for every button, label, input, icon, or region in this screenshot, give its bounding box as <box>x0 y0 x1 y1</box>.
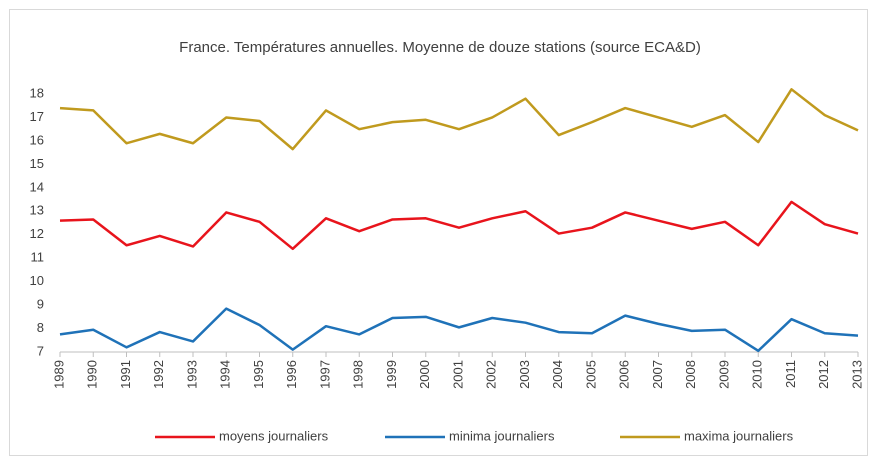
y-tick-label: 8 <box>37 320 44 335</box>
series-line <box>59 200 859 251</box>
y-tick-label: 13 <box>30 203 44 218</box>
y-tick-label: 15 <box>30 156 44 171</box>
x-tick-label: 2002 <box>484 360 499 389</box>
x-tick-label: 1996 <box>284 360 299 389</box>
y-tick-label: 7 <box>37 343 44 358</box>
x-tick-label: 1994 <box>218 360 233 389</box>
x-tick-label: 2004 <box>550 360 565 389</box>
x-tick-label: 2012 <box>816 360 831 389</box>
x-tick-label: 2011 <box>783 360 798 388</box>
x-tick-label: 2006 <box>617 360 632 389</box>
x-tick-label: 1999 <box>384 360 399 389</box>
x-tick-label: 1998 <box>351 360 366 389</box>
x-tick-label: 2000 <box>417 360 432 389</box>
series-line <box>59 88 859 151</box>
y-tick-label: 9 <box>37 297 44 312</box>
x-tick-label: 1990 <box>85 360 100 389</box>
x-tick-label: 2010 <box>750 360 765 389</box>
y-tick-label: 16 <box>30 132 44 147</box>
x-tick-label: 1991 <box>118 360 133 389</box>
x-tick-label: 1989 <box>51 360 66 389</box>
x-tick-label: 1997 <box>317 360 332 389</box>
y-tick-label: 18 <box>30 85 44 100</box>
x-tick-label: 2007 <box>650 360 665 389</box>
legend-label: minima journaliers <box>449 428 555 443</box>
x-tick-label: 1992 <box>151 360 166 389</box>
y-tick-label: 14 <box>30 179 44 194</box>
chart-title: France. Températures annuelles. Moyenne … <box>179 39 701 56</box>
legend-label: maxima journaliers <box>684 428 794 443</box>
x-tick-label: 1995 <box>251 360 266 389</box>
x-tick-label: 2001 <box>450 360 465 389</box>
y-tick-label: 10 <box>30 273 44 288</box>
y-tick-label: 12 <box>30 226 44 241</box>
y-tick-label: 17 <box>30 109 44 124</box>
y-tick-label: 11 <box>31 250 45 265</box>
x-tick-label: 1993 <box>184 360 199 389</box>
x-tick-label: 2003 <box>517 360 532 389</box>
chart-border <box>9 9 868 456</box>
x-tick-label: 2008 <box>683 360 698 389</box>
legend-label: moyens journaliers <box>219 428 329 443</box>
x-tick-label: 2005 <box>583 360 598 389</box>
series-line <box>59 307 859 353</box>
x-tick-label: 2013 <box>849 360 864 389</box>
x-tick-label: 2009 <box>716 360 731 389</box>
